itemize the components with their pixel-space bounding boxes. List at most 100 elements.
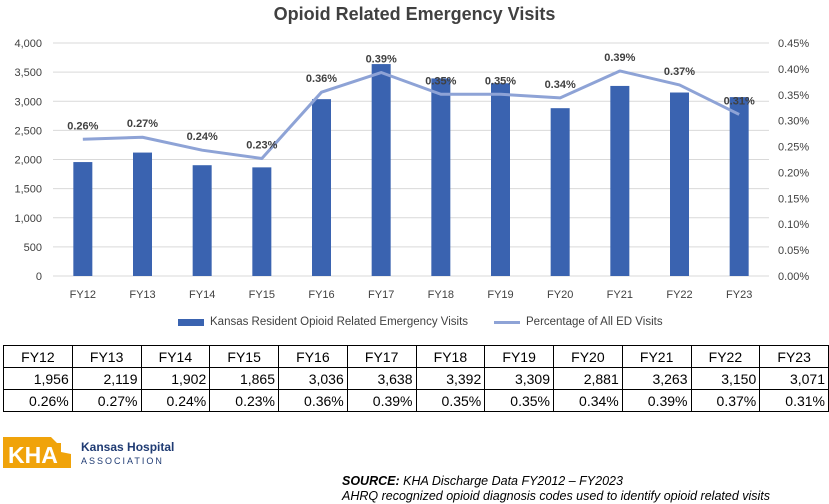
data-label: 0.34% — [545, 79, 576, 91]
y-right-tick-label: 0.05% — [778, 245, 809, 257]
y-right-tick-label: 0.30% — [778, 116, 809, 128]
table-cell-percentage: 0.35% — [484, 389, 554, 412]
table-header-cell: FY19 — [484, 345, 554, 368]
data-table: FY12 FY13 FY14 FY15 FY16 FY17 FY18 FY19 FY20 FY21… — [3, 345, 829, 412]
data-label: 0.36% — [306, 73, 337, 85]
table-cell-visits: 3,150 — [690, 367, 761, 390]
table-header-cell: FY22 — [690, 345, 761, 368]
table-row-percentages: 0.26% 0.27% 0.24% 0.23% 0.36% 0.39% 0.35% 0.35%… — [3, 389, 829, 412]
table-cell-visits: 3,263 — [621, 367, 692, 390]
y-left-tick-label: 4,000 — [14, 38, 42, 50]
x-tick-label: FY20 — [547, 289, 573, 301]
table-cell-percentage: 0.27% — [71, 389, 142, 412]
table-header-cell: FY21 — [621, 345, 692, 368]
bar — [670, 92, 689, 276]
legend-label-visits: Kansas Resident Opioid Related Emergency… — [210, 316, 469, 328]
table-cell-percentage: 0.24% — [140, 389, 211, 412]
table-header-cell: FY20 — [553, 345, 623, 368]
y-right-tick-label: 0.25% — [778, 142, 809, 154]
table-header-row: FY12 FY13 FY14 FY15 FY16 FY17 FY18 FY19 FY20 FY21… — [3, 345, 829, 368]
table-header-cell: FY23 — [759, 345, 829, 368]
data-label: 0.35% — [485, 75, 516, 87]
bar — [252, 167, 272, 276]
table-header-cell: FY14 — [140, 345, 211, 368]
y-left-tick-label: 2,500 — [14, 125, 42, 137]
source-note: SOURCE: KHA Discharge Data FY2012 – FY20… — [342, 474, 770, 504]
x-tick-label: FY21 — [607, 289, 633, 301]
y-right-tick-label: 0.35% — [778, 90, 809, 102]
y-right-tick-label: 0.45% — [778, 38, 809, 50]
y-left-tick-label: 1,000 — [14, 213, 42, 225]
table-cell-visits: 2,119 — [71, 367, 142, 390]
data-label: 0.37% — [664, 66, 695, 78]
y-left-tick-label: 500 — [24, 242, 42, 254]
x-tick-label: FY22 — [666, 289, 692, 301]
table-cell-percentage: 0.35% — [415, 389, 486, 412]
bar — [729, 97, 749, 276]
bar — [491, 83, 510, 276]
table-cell-visits: 3,071 — [759, 367, 829, 390]
data-label: 0.31% — [724, 95, 755, 107]
y-right-tick-label: 0.20% — [778, 167, 809, 179]
bar — [312, 99, 331, 276]
bar — [73, 162, 93, 276]
y-left-tick-label: 3,500 — [14, 67, 42, 79]
y-left-tick-label: 2,000 — [14, 155, 42, 167]
bar — [133, 152, 152, 276]
percentage-line — [82, 69, 740, 160]
table-header-cell: FY18 — [415, 345, 486, 368]
kansas-shape-icon — [3, 437, 71, 468]
data-label: 0.39% — [604, 52, 635, 64]
table-cell-visits: 1,902 — [140, 367, 211, 390]
x-tick-label: FY14 — [189, 289, 215, 301]
table-cell-visits: 3,392 — [415, 367, 486, 390]
y-left-tick-label: 0 — [36, 271, 42, 283]
data-label: 0.39% — [366, 54, 397, 66]
kha-logo: KHA Kansas Hospital ASSOCIATION — [3, 432, 193, 472]
y-right-tick-label: 0.15% — [778, 193, 809, 205]
x-tick-label: FY15 — [249, 289, 275, 301]
table-cell-percentage: 0.37% — [690, 389, 761, 412]
table-cell-visits: 3,036 — [278, 367, 348, 390]
y-right-tick-label: 0.40% — [778, 64, 809, 76]
table-cell-visits: 3,309 — [484, 367, 554, 390]
bar — [431, 78, 451, 276]
table-header-cell: FY16 — [278, 345, 348, 368]
data-label: 0.23% — [246, 139, 277, 151]
table-cell-percentage: 0.31% — [759, 389, 829, 412]
y-right-tick-label: 0.10% — [778, 219, 809, 231]
table-header-cell: FY17 — [346, 345, 417, 368]
data-label: 0.35% — [425, 75, 456, 87]
y-right-tick-label: 0.00% — [778, 271, 809, 283]
x-tick-label: FY23 — [726, 289, 752, 301]
logo-letters: KHA — [8, 442, 58, 468]
table-header-cell: FY15 — [209, 345, 279, 368]
data-label: 0.24% — [187, 131, 218, 143]
table-cell-percentage: 0.34% — [553, 389, 623, 412]
legend-item-visits: Kansas Resident Opioid Related Emergency… — [178, 316, 468, 328]
x-tick-label: FY18 — [428, 289, 454, 301]
table-cell-visits: 1,956 — [3, 367, 73, 390]
table-cell-visits: 3,638 — [346, 367, 417, 390]
logo-line1: Kansas Hospital — [81, 440, 174, 454]
bar — [610, 85, 630, 276]
x-tick-label: FY17 — [368, 289, 394, 301]
kha-logo-graphic: KHA Kansas Hospital ASSOCIATION — [3, 437, 174, 468]
legend-item-percentage: Percentage of All ED Visits — [494, 316, 663, 328]
table-header-cell: FY13 — [71, 345, 142, 368]
table-header-cell: FY12 — [3, 345, 73, 368]
source-label: SOURCE: — [342, 474, 400, 488]
source-text: KHA Discharge Data FY2012 – FY2023 — [399, 474, 623, 488]
table-cell-visits: 1,865 — [209, 367, 279, 390]
x-tick-label: FY16 — [308, 289, 334, 301]
table-cell-percentage: 0.39% — [621, 389, 692, 412]
chart-legend: Kansas Resident Opioid Related Emergency… — [0, 316, 829, 332]
combo-chart: 0 500 1,000 1,500 2,000 2,500 3,000 3,500 4,000 0… — [14, 38, 809, 301]
data-label: 0.27% — [127, 118, 158, 130]
bar — [192, 165, 212, 276]
bar — [371, 64, 391, 276]
chart-title: Opioid Related Emergency Visits — [273, 4, 556, 24]
source-methodology-note: AHRQ recognized opioid diagnosis codes u… — [342, 489, 771, 503]
bar — [550, 108, 570, 276]
data-label: 0.26% — [67, 120, 98, 132]
